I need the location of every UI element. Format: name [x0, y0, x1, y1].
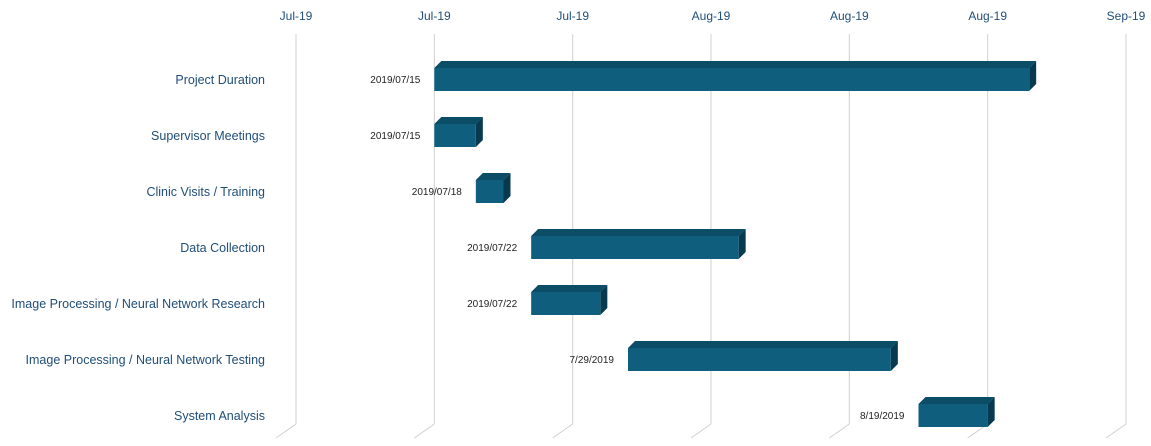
gridline-foot	[552, 423, 573, 439]
x-tick-label: Aug-19	[692, 9, 731, 23]
data-label: 2019/07/22	[467, 299, 517, 310]
gridline-foot	[690, 423, 712, 439]
data-label: 8/19/2019	[860, 411, 905, 422]
bar-side-face	[475, 117, 483, 147]
bar-side-face	[503, 173, 511, 203]
x-tick-label: Jul-19	[418, 9, 451, 23]
task-bar	[475, 173, 511, 203]
bar-front-face	[531, 236, 739, 259]
x-axis-ticks: Jul-19 Jul-19 Jul-19 Aug-19 Aug-19 Aug-19 Sep-…	[280, 9, 1146, 23]
category-label: Image Processing / Neural Network Testin…	[26, 353, 266, 367]
x-tick-label: Aug-19	[830, 9, 869, 23]
task-bar	[628, 341, 898, 371]
gridline-foot	[414, 423, 435, 439]
category-label: Data Collection	[180, 241, 265, 255]
bar-side-face	[738, 229, 746, 259]
bar-side-face	[1029, 61, 1037, 91]
category-label: System Analysis	[174, 409, 265, 423]
bar-side-face	[987, 397, 995, 427]
x-tick-label: Aug-19	[968, 9, 1007, 23]
bar-top-face	[531, 229, 746, 236]
bar-top-face	[475, 173, 511, 180]
bar-front-face	[918, 404, 988, 427]
bar-front-face	[434, 68, 1030, 91]
task-bar	[918, 397, 995, 427]
task-bar	[434, 61, 1037, 91]
category-label: Supervisor Meetings	[151, 129, 265, 143]
bar-top-face	[918, 397, 995, 404]
bar-front-face	[434, 124, 476, 147]
x-tick-label: Jul-19	[280, 9, 313, 23]
bar-side-face	[890, 341, 898, 371]
category-labels: Project Duration Supervisor Meetings Clini…	[11, 73, 265, 423]
task-bar	[531, 229, 746, 259]
data-labels: 2019/07/15 2019/07/15 2019/07/18 2019/07/22…	[370, 75, 905, 422]
category-label: Image Processing / Neural Network Resear…	[11, 297, 265, 311]
bar-front-face	[628, 348, 891, 371]
bar-side-face	[600, 285, 608, 315]
bar-top-face	[531, 285, 608, 292]
bar-top-face	[434, 117, 483, 124]
task-bar	[434, 117, 483, 147]
gridline-foot	[275, 423, 297, 439]
x-tick-label: Sep-19	[1107, 9, 1146, 23]
data-label: 2019/07/15	[370, 75, 420, 86]
data-label: 2019/07/15	[370, 131, 420, 142]
data-label: 2019/07/22	[467, 243, 517, 254]
gridline-foot	[1105, 423, 1127, 439]
category-label: Project Duration	[175, 73, 265, 87]
data-label: 7/29/2019	[570, 355, 615, 366]
bar-front-face	[531, 292, 601, 315]
bar-front-face	[475, 180, 504, 203]
task-bar	[531, 285, 608, 315]
bar-top-face	[628, 341, 898, 348]
category-label: Clinic Visits / Training	[146, 185, 265, 199]
data-label: 2019/07/18	[412, 187, 462, 198]
bar-top-face	[434, 61, 1037, 68]
gridline-foot	[829, 423, 850, 439]
x-tick-label: Jul-19	[556, 9, 589, 23]
task-bars	[434, 61, 1037, 427]
